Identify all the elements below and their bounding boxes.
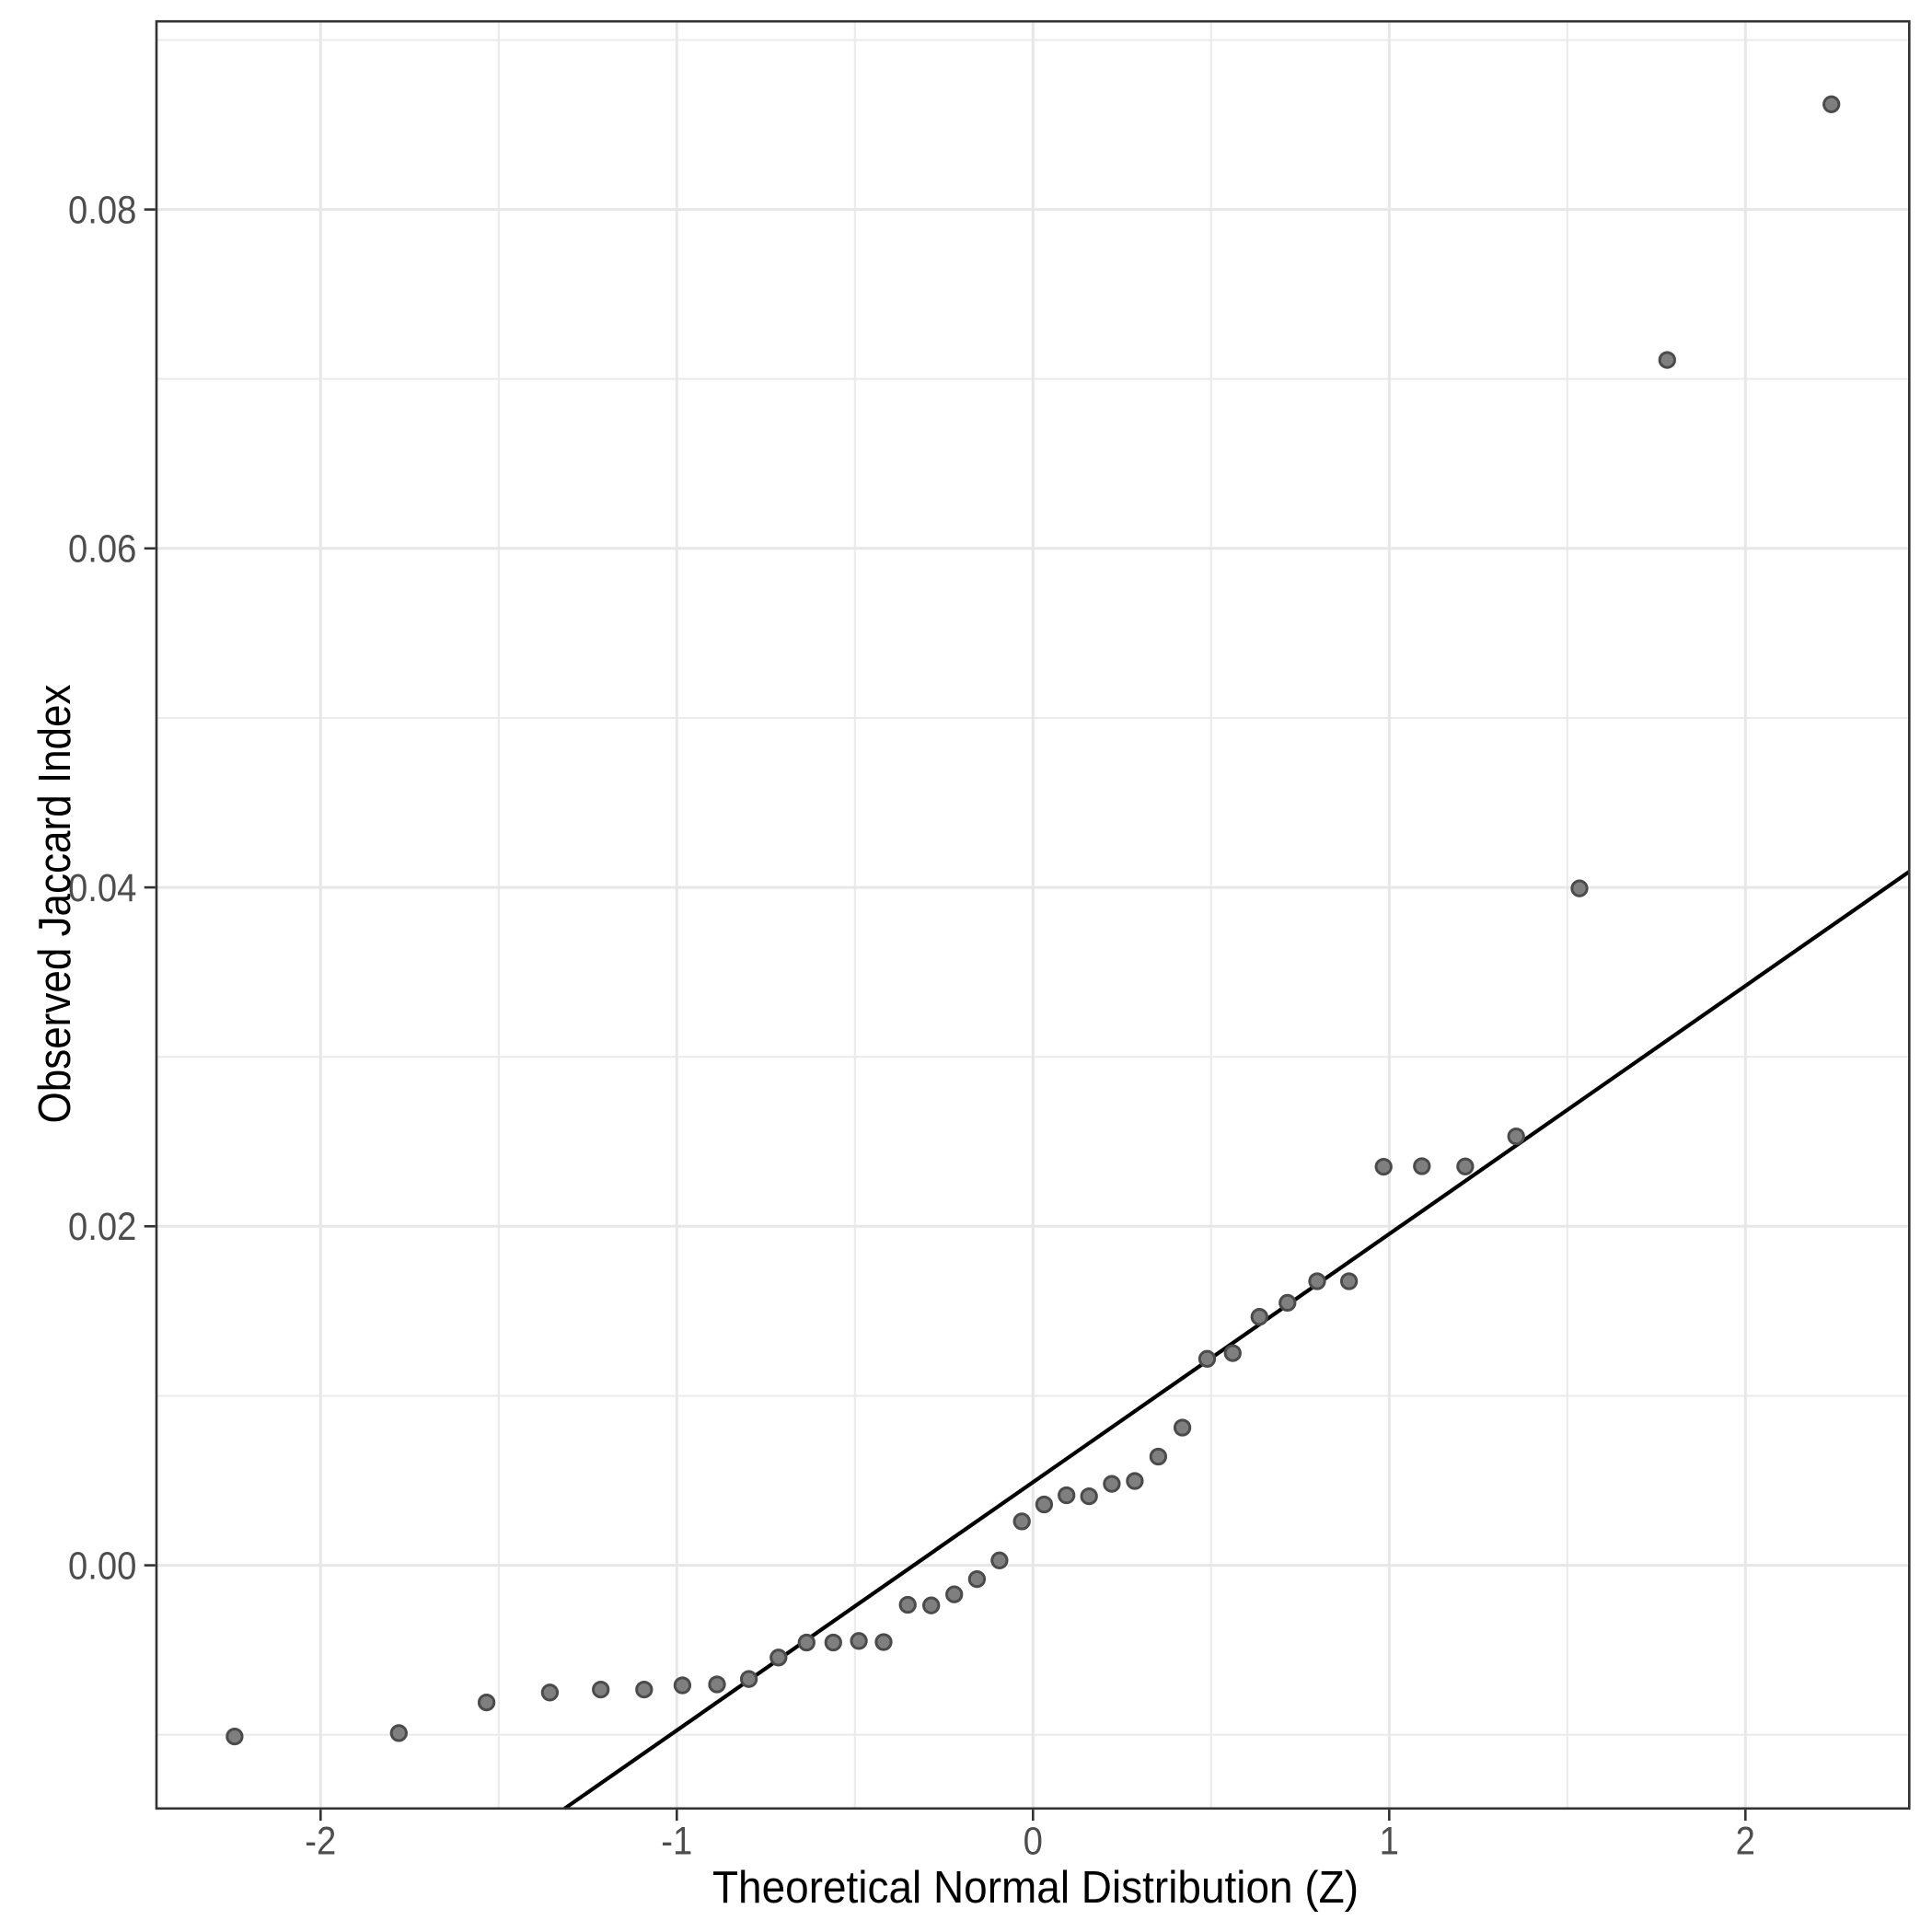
svg-text:0.08: 0.08	[68, 189, 136, 232]
svg-text:Theoretical Normal Distributio: Theoretical Normal Distribution (Z)	[712, 1862, 1359, 1913]
svg-text:1: 1	[1380, 1821, 1399, 1864]
svg-text:0: 0	[1024, 1821, 1043, 1864]
svg-text:2: 2	[1736, 1821, 1755, 1864]
svg-text:-1: -1	[661, 1821, 692, 1864]
svg-text:0.04: 0.04	[68, 867, 136, 910]
svg-text:-2: -2	[305, 1821, 336, 1864]
svg-text:0.02: 0.02	[68, 1206, 136, 1249]
svg-text:0.06: 0.06	[68, 528, 136, 572]
svg-text:Observed Jaccard Index: Observed Jaccard Index	[29, 684, 80, 1123]
svg-text:0.00: 0.00	[68, 1544, 136, 1588]
